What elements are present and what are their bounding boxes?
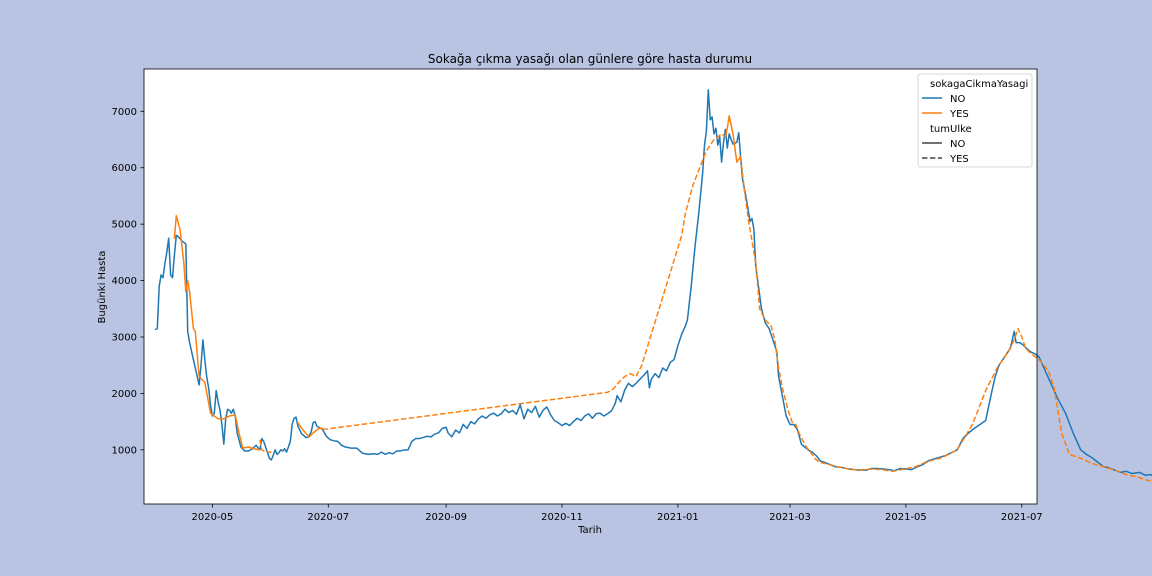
series-line-yes-yes-part-3 [739,156,1152,483]
y-tick-label: 2000 [112,389,137,400]
x-tick-label: 2020-09 [425,512,467,523]
x-tick-label: 2020-07 [307,512,349,523]
x-tick-label: 2021-03 [769,512,811,523]
legend: sokagaCikmaYasagi NO YES tumUlke NO YES [917,73,1033,168]
series-line-yes-yes-part-2 [322,133,726,431]
series-line-yes-yes-part-1 [259,439,272,453]
y-tick-label: 1000 [112,445,137,456]
y-tick-label: 4000 [112,276,137,287]
x-tick-label: 2020-05 [192,512,234,523]
plot-frame [143,68,1038,505]
legend-yes-label: YES [949,109,969,120]
y-tick-label: 7000 [112,107,137,118]
x-tick-label: 2021-01 [657,512,699,523]
series-line-yes-no-part-3 [724,115,742,163]
x-tick-label: 2021-07 [1001,512,1043,523]
x-axis-label: Tarih [577,525,602,536]
y-axis: 1000 2000 3000 4000 5000 6000 7000 [112,107,144,456]
chart-title: Sokağa çıkma yasağı olan günlere göre ha… [428,52,752,66]
legend-frame [917,73,1033,168]
series-line-yes-no-part-1 [173,214,261,451]
y-tick-label: 3000 [112,333,137,344]
y-tick-label: 5000 [112,220,137,231]
x-tick-label: 2021-05 [885,512,927,523]
legend-hue-title: sokagaCikmaYasagi [930,79,1028,90]
y-axis-label: Bugünki Hasta [97,251,108,324]
series-line-yes-no-part-2 [297,422,324,438]
legend-no-label: NO [950,94,965,105]
legend-style-title: tumUlke [930,124,972,135]
y-tick-label: 6000 [112,163,137,174]
x-axis: 2020-05 2020-07 2020-09 2020-11 2021-01 2021-… [192,504,1043,523]
x-tick-label: 2020-11 [541,512,583,523]
legend-solid-label: NO [950,139,965,150]
legend-dashed-label: YES [949,154,969,165]
plot-area [144,69,1037,504]
series-layer [154,89,1152,483]
